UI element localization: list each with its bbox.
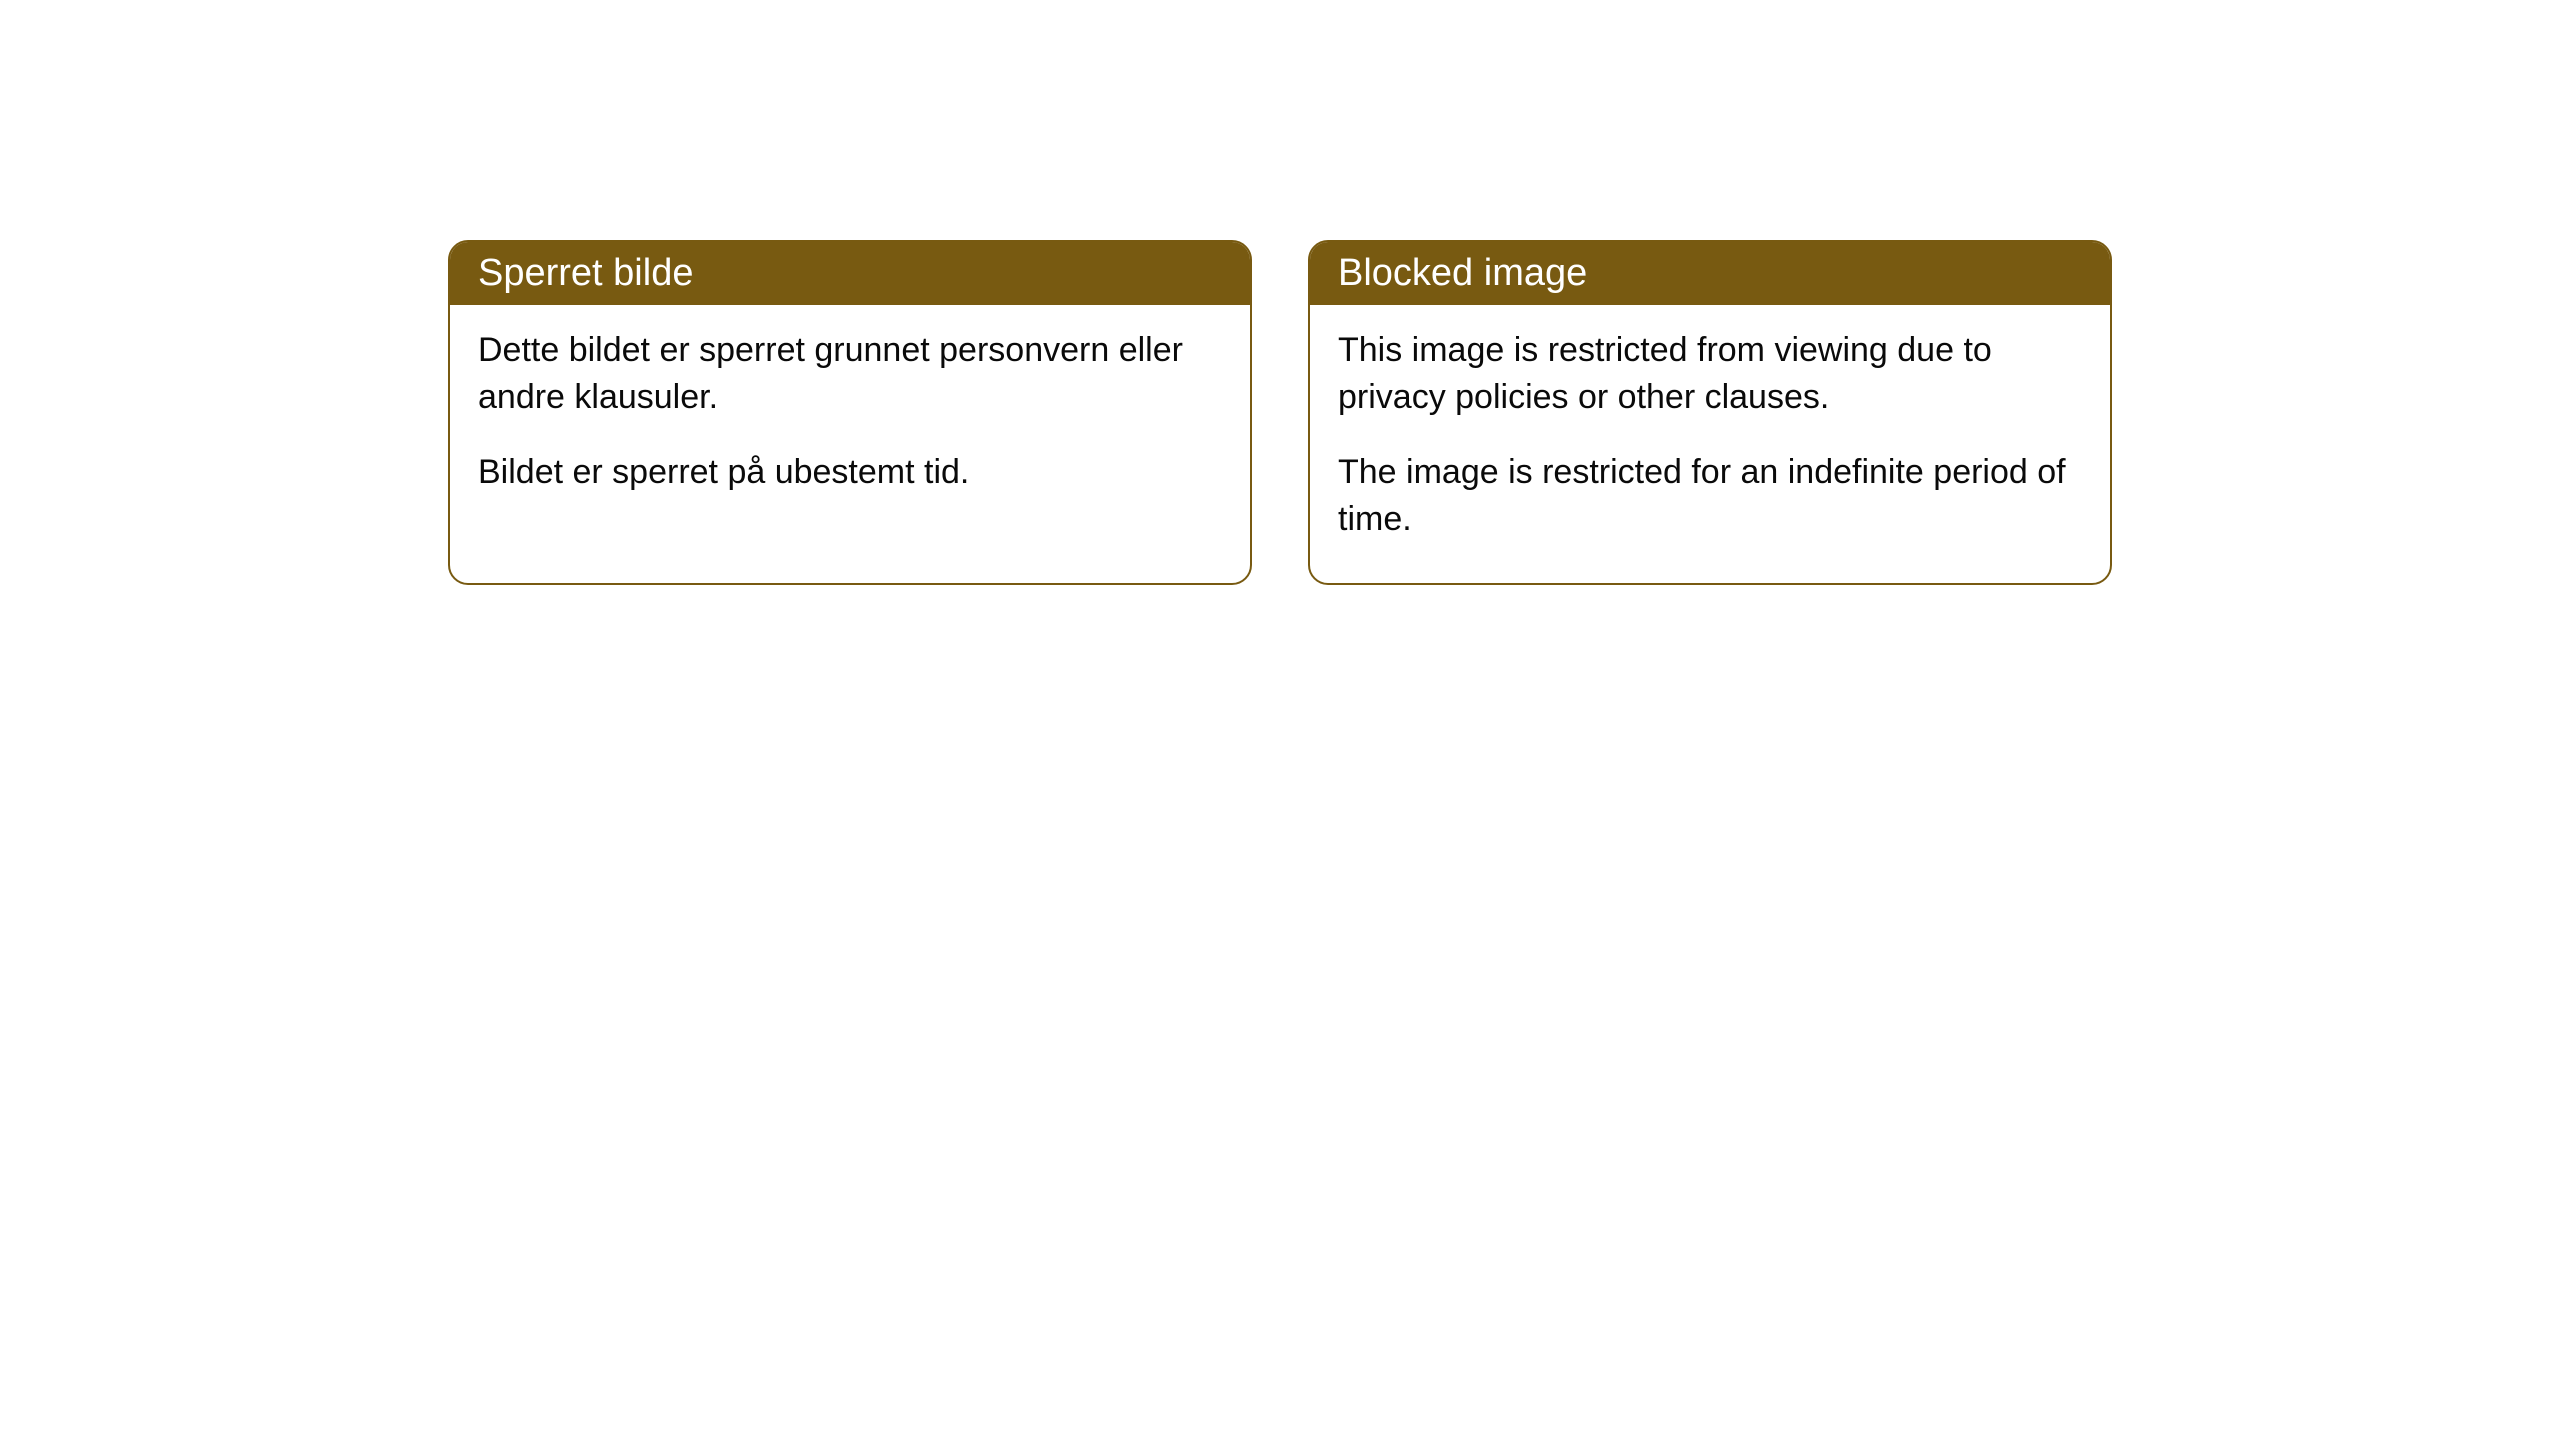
cards-container: Sperret bilde Dette bildet er sperret gr… [448,240,2112,585]
card-norwegian: Sperret bilde Dette bildet er sperret gr… [448,240,1252,585]
card-body-norwegian: Dette bildet er sperret grunnet personve… [450,305,1250,536]
card-title: Sperret bilde [478,252,693,294]
card-paragraph: Bildet er sperret på ubestemt tid. [478,449,1222,496]
card-header-english: Blocked image [1310,242,2110,305]
card-paragraph: The image is restricted for an indefinit… [1338,449,2082,543]
card-paragraph: This image is restricted from viewing du… [1338,327,2082,421]
card-title: Blocked image [1338,252,1587,294]
card-english: Blocked image This image is restricted f… [1308,240,2112,585]
card-paragraph: Dette bildet er sperret grunnet personve… [478,327,1222,421]
card-body-english: This image is restricted from viewing du… [1310,305,2110,583]
card-header-norwegian: Sperret bilde [450,242,1250,305]
